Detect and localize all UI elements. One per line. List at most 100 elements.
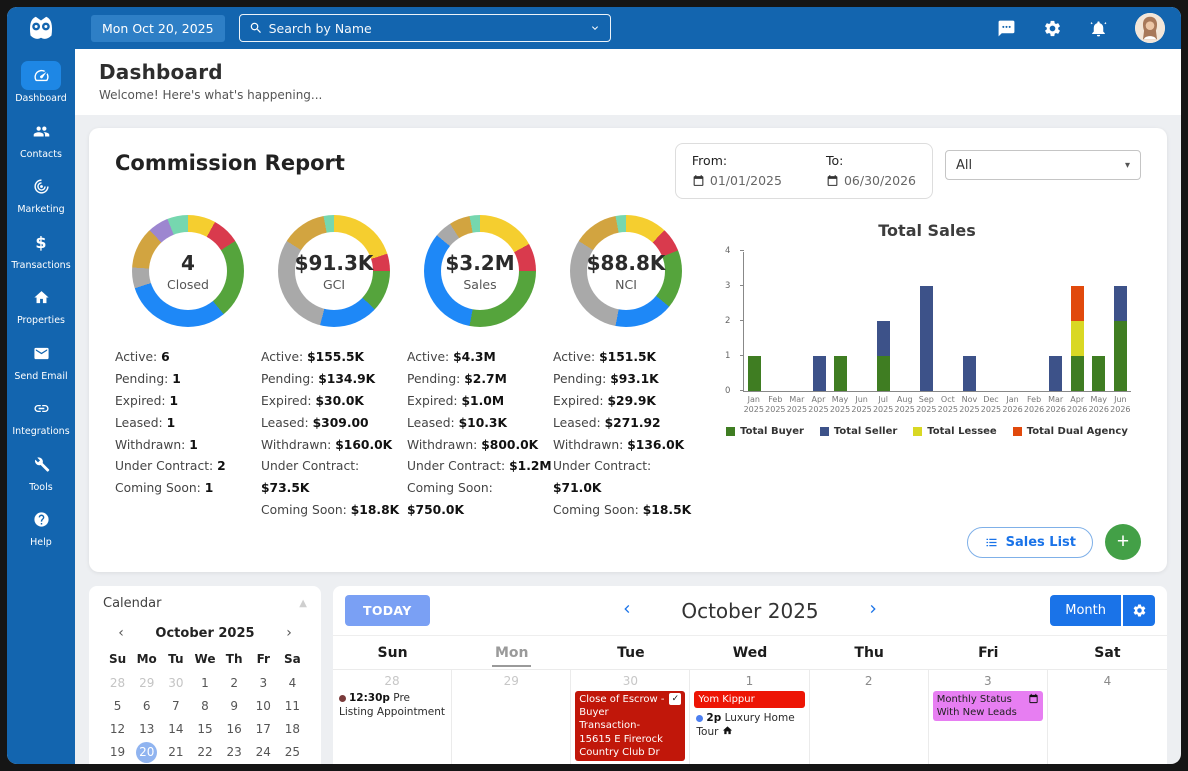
mini-day[interactable]: 8 (201, 699, 209, 713)
date-chip[interactable]: Mon Oct 20, 2025 (91, 14, 225, 42)
calendar-event[interactable]: Close of Escrow - Buyer Transaction-1561… (575, 691, 686, 761)
stat-line: Active: $155.5K (261, 347, 407, 369)
calendar-day-cell[interactable]: 30 Close of Escrow - Buyer Transaction-15… (571, 669, 691, 764)
mini-day[interactable]: 19 (109, 745, 126, 759)
chevron-down-icon[interactable] (589, 22, 601, 34)
stacked-bar[interactable] (963, 356, 977, 391)
sidebar-item-contacts[interactable]: Contacts (7, 117, 75, 160)
owl-logo[interactable] (7, 13, 75, 43)
sidebar-item-marketing[interactable]: Marketing (7, 172, 75, 215)
stat-line: Under Contract: $71.0K (553, 456, 699, 500)
calendar-day-cell[interactable]: 28 12:30p Pre Listing Appointment (333, 669, 453, 764)
stacked-bar[interactable] (920, 286, 934, 391)
event-title: Close of Escrow - Buyer Transaction-1561… (579, 694, 665, 758)
calendar-settings-button[interactable] (1123, 595, 1155, 626)
send-email-icon (33, 347, 49, 359)
sidebar-item-transactions[interactable]: $ Transactions (7, 228, 75, 271)
sidebar-item-send-email[interactable]: Send Email (7, 339, 75, 382)
stat-line: Expired: $30.0K (261, 391, 407, 413)
sidebar-item-tools[interactable]: Tools (7, 450, 75, 493)
sidebar-item-integrations[interactable]: Integrations (7, 394, 75, 437)
mini-day[interactable]: 3 (259, 676, 268, 690)
calendar-day-cell[interactable]: 1 Yom Kippur 2p Luxury Home Tour (690, 669, 810, 764)
mini-day[interactable]: 10 (255, 699, 271, 713)
search-input[interactable] (268, 20, 583, 36)
app-window: Mon Oct 20, 2025 Dashboard Contacts Market… (7, 7, 1181, 764)
mini-day[interactable]: 1 (201, 676, 209, 690)
mini-day[interactable]: 21 (168, 745, 184, 759)
bell-icon[interactable] (1089, 19, 1108, 38)
calendar-day-cell[interactable]: 29 (452, 669, 572, 764)
mini-day[interactable]: 6 (142, 699, 151, 713)
mini-day[interactable]: 2 (230, 676, 238, 690)
stacked-bar[interactable] (812, 356, 826, 391)
calendar-day-cell[interactable]: 3 Monthly Status With New Leads (928, 669, 1048, 764)
mini-day-selected[interactable]: 20 (132, 741, 161, 763)
collapse-icon[interactable]: ▲ (299, 598, 307, 609)
y-axis-tick (740, 285, 744, 286)
mini-day[interactable]: 30 (168, 676, 184, 690)
donut-label: GCI (322, 276, 346, 292)
mini-day[interactable]: 18 (284, 722, 301, 736)
stacked-bar[interactable] (834, 356, 848, 391)
calendar-event[interactable]: 12:30p Pre Listing Appointment (339, 691, 445, 719)
from-date-input[interactable]: 01/01/2025 (692, 173, 782, 188)
sidebar-item-properties[interactable]: Properties (7, 283, 75, 326)
mini-next-button[interactable]: › (286, 625, 292, 641)
x-axis-label: Apr 2026 (1067, 395, 1088, 415)
legend-item: Total Seller (819, 426, 897, 437)
mini-day[interactable]: 12 (109, 722, 126, 736)
mini-day[interactable]: 28 (109, 676, 126, 690)
stat-label: Coming Soon: (261, 503, 347, 518)
filter-dropdown[interactable]: All ▾ (945, 150, 1141, 180)
x-axis-label: Aug 2025 (894, 395, 915, 415)
stacked-bar[interactable] (877, 321, 891, 391)
mini-day[interactable]: 14 (168, 722, 184, 736)
day-header-thu: Thu (854, 645, 884, 661)
prev-month-button[interactable] (619, 601, 635, 621)
legend-item: Total Lessee (913, 426, 997, 437)
mini-day[interactable]: 4 (288, 676, 297, 690)
mini-day[interactable]: 7 (172, 699, 180, 713)
sidebar-item-dashboard[interactable]: Dashboard (7, 61, 75, 104)
mini-day[interactable]: 25 (284, 745, 301, 759)
stat-value: 1 (166, 415, 176, 430)
month-view-button[interactable]: Month (1050, 595, 1121, 626)
mini-day[interactable]: 29 (139, 676, 155, 690)
calendar-day-cell[interactable]: 2 (809, 669, 929, 764)
mini-prev-button[interactable]: ‹ (118, 625, 124, 641)
gear-icon[interactable] (1043, 19, 1062, 38)
user-avatar[interactable] (1135, 13, 1165, 43)
calendar-event[interactable]: Yom Kippur (694, 691, 805, 709)
stacked-bar[interactable] (1113, 286, 1127, 391)
to-date-input[interactable]: 06/30/2026 (826, 173, 916, 188)
donut-value: $88.8K (586, 250, 666, 275)
calendar-event[interactable]: Monthly Status With New Leads (932, 691, 1043, 722)
bar-column (1045, 252, 1067, 391)
legend-swatch (1012, 426, 1022, 436)
stacked-bar[interactable] (1092, 356, 1106, 391)
search-box[interactable] (238, 14, 611, 42)
mini-day[interactable]: 11 (284, 699, 301, 713)
chat-icon[interactable] (997, 19, 1016, 38)
calendar-day-cell[interactable]: 4 (1047, 669, 1167, 764)
event-dot-icon (696, 714, 704, 722)
mini-day[interactable]: 5 (113, 699, 122, 713)
today-button[interactable]: TODAY (345, 595, 430, 626)
mini-day[interactable]: 16 (226, 722, 242, 736)
next-month-button[interactable] (865, 601, 881, 621)
sales-list-button[interactable]: Sales List (966, 526, 1093, 558)
stacked-bar[interactable] (1049, 356, 1063, 391)
stacked-bar[interactable] (748, 356, 762, 391)
mini-day[interactable]: 13 (139, 722, 155, 736)
mini-day[interactable]: 17 (255, 722, 271, 736)
calendar-event[interactable]: 2p Luxury Home Tour (696, 711, 802, 739)
mini-day[interactable]: 22 (197, 745, 213, 759)
sidebar-item-help[interactable]: Help (7, 505, 75, 548)
mini-day[interactable]: 9 (230, 699, 238, 713)
mini-day[interactable]: 24 (255, 745, 271, 759)
add-button[interactable]: + (1105, 524, 1141, 560)
stacked-bar[interactable] (1070, 286, 1084, 391)
mini-day[interactable]: 15 (197, 722, 213, 736)
mini-day[interactable]: 23 (226, 745, 242, 759)
